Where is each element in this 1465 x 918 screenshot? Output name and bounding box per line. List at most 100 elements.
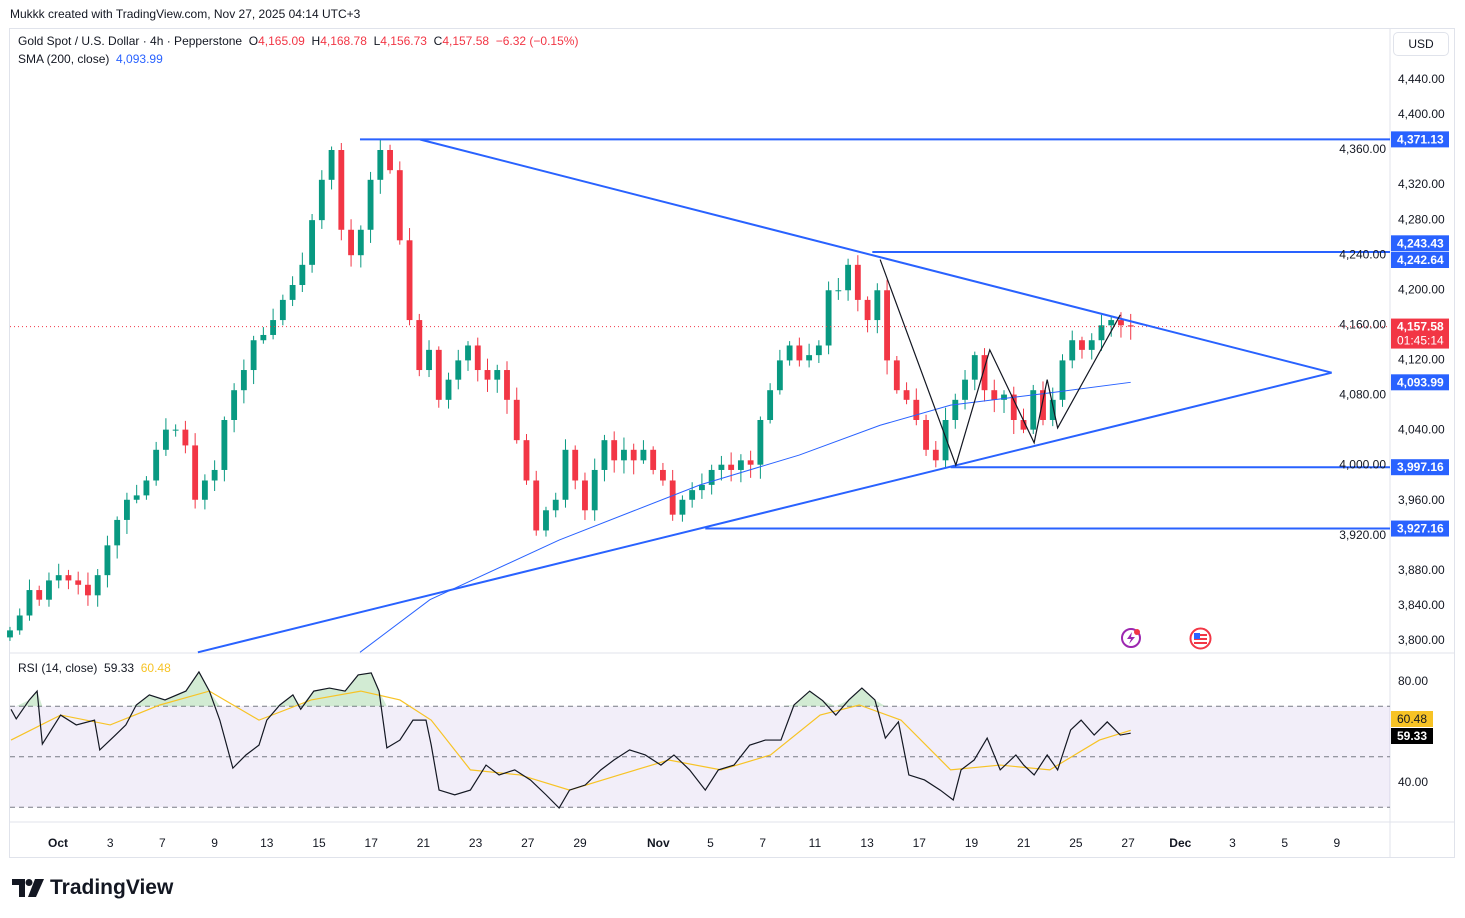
candle-body bbox=[387, 150, 393, 171]
candle-body bbox=[591, 469, 598, 511]
candle-body bbox=[864, 299, 871, 321]
candle-body bbox=[621, 449, 627, 461]
sma-legend[interactable]: SMA (200, close) 4,093.99 bbox=[18, 52, 163, 66]
candle-body bbox=[767, 390, 774, 420]
candle-body bbox=[357, 229, 364, 256]
candle-body bbox=[835, 290, 842, 292]
date-tick-label: 21 bbox=[1017, 836, 1031, 850]
candle-body bbox=[162, 429, 169, 450]
candle-body bbox=[1127, 325, 1134, 327]
price-tick-label: 4,400.00 bbox=[1398, 107, 1445, 121]
price-tick-label: 4,280.00 bbox=[1398, 212, 1445, 226]
candle-body bbox=[786, 345, 793, 361]
price-tick-label: 4,120.00 bbox=[1398, 353, 1445, 367]
level-price-tag bbox=[1391, 252, 1449, 269]
candle-body bbox=[572, 449, 579, 481]
symbol-title[interactable]: Gold Spot / U.S. Dollar · 4h · Peppersto… bbox=[18, 34, 243, 48]
candle-body bbox=[650, 449, 657, 470]
price-tick-label: 4,000.00 bbox=[1339, 458, 1386, 472]
symbol-legend: Gold Spot / U.S. Dollar · 4h · Peppersto… bbox=[18, 34, 578, 48]
candle-body bbox=[16, 615, 23, 631]
date-tick-label: Oct bbox=[48, 836, 68, 850]
date-tick-label: Nov bbox=[647, 836, 670, 850]
candle-body bbox=[1108, 320, 1115, 326]
sma-200-line bbox=[359, 381, 1131, 653]
candle-body bbox=[689, 490, 696, 500]
candle-body bbox=[201, 480, 208, 500]
price-tick-label: 4,160.00 bbox=[1339, 317, 1386, 331]
candle-body bbox=[279, 299, 286, 321]
candle-body bbox=[338, 150, 345, 230]
lightning-event-icon[interactable] bbox=[1120, 627, 1142, 649]
date-tick-label: 3 bbox=[107, 836, 114, 850]
rsi-value: 59.33 bbox=[104, 661, 135, 675]
level-price-tag-label: 3,997.16 bbox=[1397, 460, 1444, 474]
level-price-tag bbox=[1391, 520, 1449, 537]
price-tick-label: 3,960.00 bbox=[1398, 493, 1445, 507]
candle-body bbox=[543, 510, 549, 531]
low-label: L bbox=[373, 34, 381, 48]
candle-body bbox=[65, 575, 72, 581]
candle-body bbox=[1059, 360, 1066, 400]
date-tick-label: 9 bbox=[1334, 836, 1341, 850]
candle-body bbox=[582, 480, 588, 511]
candle-body bbox=[1040, 390, 1046, 420]
candle-body bbox=[932, 449, 939, 461]
candle-body bbox=[971, 355, 978, 380]
rsi-legend[interactable]: RSI (14, close) 59.33 60.48 bbox=[18, 661, 171, 675]
candle-body bbox=[318, 179, 325, 221]
candle-body bbox=[1118, 320, 1124, 326]
date-tick-label: 13 bbox=[860, 836, 874, 850]
candle-body bbox=[679, 499, 686, 515]
candle-body bbox=[1069, 340, 1076, 361]
rsi-overbought-fill bbox=[11, 671, 1131, 707]
candle-body bbox=[1049, 399, 1056, 420]
candle-body bbox=[630, 449, 637, 461]
date-tick-label: 27 bbox=[1121, 836, 1135, 850]
candle-body bbox=[465, 345, 471, 361]
triangle-lower-trendline bbox=[197, 371, 1332, 654]
price-tick-label: 4,040.00 bbox=[1398, 423, 1445, 437]
candle-body bbox=[884, 290, 890, 361]
candle-body bbox=[104, 545, 111, 576]
candle-body bbox=[981, 355, 988, 391]
candle-body bbox=[221, 419, 228, 470]
date-tick-label: 17 bbox=[913, 836, 927, 850]
rsi-tick-label: 40.00 bbox=[1398, 775, 1428, 789]
candle-body bbox=[250, 340, 257, 371]
candle-body bbox=[913, 399, 920, 420]
candle-body bbox=[85, 584, 91, 596]
candle-body bbox=[143, 480, 150, 496]
candle-body bbox=[1030, 390, 1037, 430]
candle-body bbox=[494, 370, 501, 380]
price-tick-label: 4,200.00 bbox=[1398, 282, 1445, 296]
candle-body bbox=[1020, 419, 1027, 430]
us-flag-economic-event-icon[interactable] bbox=[1189, 627, 1212, 650]
candle-body bbox=[289, 285, 296, 300]
date-tick-label: Dec bbox=[1169, 836, 1191, 850]
candle-body bbox=[718, 464, 725, 470]
tradingview-logo[interactable]: TradingView bbox=[12, 876, 173, 900]
level-price-tag bbox=[1391, 131, 1449, 148]
rsi-price-tag bbox=[1391, 728, 1433, 744]
candle-body bbox=[26, 590, 33, 616]
bar-countdown-label: 01:45:14 bbox=[1397, 334, 1444, 348]
candle-body bbox=[94, 575, 101, 596]
sma-label: SMA (200, close) bbox=[18, 52, 110, 66]
price-tick-label: 3,920.00 bbox=[1339, 528, 1386, 542]
candle-body bbox=[1088, 340, 1095, 350]
candle-body bbox=[611, 440, 618, 461]
sma-value: 4,093.99 bbox=[116, 52, 163, 66]
open-value: 4,165.09 bbox=[258, 34, 305, 48]
candle-body bbox=[426, 349, 432, 371]
currency-button[interactable]: USD bbox=[1393, 32, 1449, 56]
candle-body bbox=[416, 320, 423, 371]
candle-body bbox=[114, 519, 121, 546]
candle-body bbox=[299, 264, 306, 286]
price-tick-label: 4,080.00 bbox=[1339, 388, 1386, 402]
candle-body bbox=[309, 220, 316, 265]
candle-body bbox=[7, 630, 13, 638]
chart-credit: Mukkk created with TradingView.com, Nov … bbox=[10, 7, 361, 21]
candle-body bbox=[601, 440, 608, 470]
